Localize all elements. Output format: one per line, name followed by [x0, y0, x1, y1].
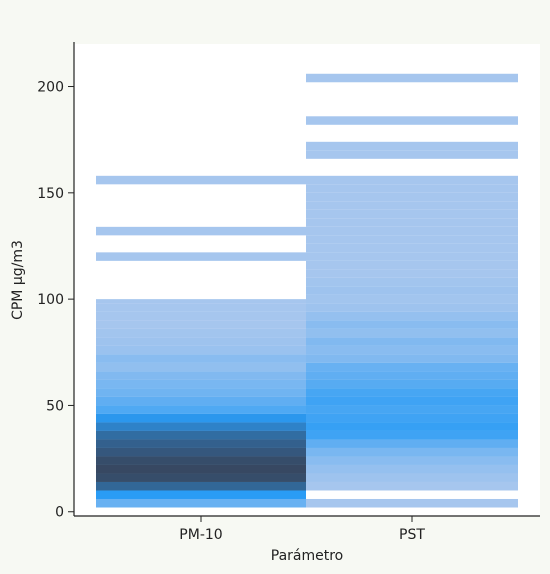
heatmap-bin-pst-31 [306, 226, 518, 236]
heatmap-bin-pst-12 [306, 388, 518, 397]
heatmap-bin-pst-10 [306, 405, 518, 414]
heatmap-bin-pm-10-16 [96, 362, 306, 372]
heatmap-bin-pm-10-21 [96, 320, 306, 329]
heatmap-bin-pm-10-18 [96, 345, 306, 355]
heatmap-bin-pm-10-3 [96, 473, 306, 482]
heatmap-bin-pst-5 [306, 447, 518, 457]
heatmap-bin-pst-9 [306, 413, 518, 423]
heatmap-bin-pst-17 [306, 345, 518, 355]
heatmap-bin-pst-30 [306, 235, 518, 244]
heatmap-bin-pst-38 [306, 150, 518, 159]
ticks-layer: 0 50 100 150 200 PM-10 PST [37, 80, 425, 543]
heatmap-bin-pst-7 [306, 430, 518, 440]
heatmap-bin-pst-39 [306, 141, 518, 151]
heatmap-bin-pm-10-23 [96, 303, 306, 312]
x-tick-label: PM-10 [179, 527, 222, 543]
heatmap-bin-pst-18 [306, 337, 518, 346]
heatmap-bin-pst-20 [306, 320, 518, 329]
x-axis-label: Parámetro [271, 548, 343, 564]
axes-layer [73, 42, 540, 517]
heatmap-bin-pst-19 [306, 328, 518, 338]
heatmap-bin-pst-4 [306, 456, 518, 465]
heatmap-bin-pm-10-13 [96, 388, 306, 397]
heatmap-bin-pst-11 [306, 396, 518, 406]
heatmap-bin-pm-10-8 [96, 430, 306, 440]
heatmap-bin-pst-37 [306, 175, 518, 185]
heatmap-bin-pst-27 [306, 260, 518, 270]
heatmap-bin-pst-33 [306, 209, 518, 219]
heatmap-bin-pst-28 [306, 252, 518, 261]
heatmap-bin-pm-10-4 [96, 464, 306, 474]
x-tick-label: PST [399, 527, 425, 543]
y-tick-label: 100 [37, 292, 64, 308]
heatmap-bin-pm-10-1 [96, 490, 306, 499]
heatmap-bin-pm-10-7 [96, 439, 306, 448]
heatmap-bin-pst-14 [306, 371, 518, 380]
heatmap-bin-pst-25 [306, 277, 518, 287]
heatmap-bin-pst-8 [306, 422, 518, 431]
heatmap-bin-pm-10-12 [96, 396, 306, 406]
y-tick-label: 200 [37, 80, 64, 96]
y-tick-label: 50 [46, 398, 64, 414]
heatmap-bin-pst-29 [306, 243, 518, 253]
heatmap-bin-pst-6 [306, 439, 518, 448]
heatmap-bin-pm-10-10 [96, 413, 306, 423]
heatmap-bin-pst-26 [306, 269, 518, 278]
heatmap-bin-pst-3 [306, 464, 518, 474]
heatmap-bin-pm-10-5 [96, 456, 306, 465]
heatmap-bin-pm-10-15 [96, 371, 306, 380]
heatmap-bin-pst-32 [306, 218, 518, 227]
heatmap-bin-pm-10-0 [96, 498, 306, 508]
heatmap-bin-pm-10-20 [96, 328, 306, 338]
heatmap-bin-pst-41 [306, 73, 518, 83]
y-tick-label: 150 [37, 186, 64, 202]
heatmap-bin-pst-23 [306, 294, 518, 304]
heatmap-bin-pm-10-6 [96, 447, 306, 457]
heatmap-bin-pm-10-26 [96, 226, 306, 236]
heatmap-bin-pst-1 [306, 481, 518, 491]
heatmap-bin-pm-10-2 [96, 481, 306, 491]
heatmap-bin-pm-10-19 [96, 337, 306, 346]
y-tick-label: 0 [55, 505, 64, 521]
heatmap-bin-pst-2 [306, 473, 518, 482]
heatmap-bin-pst-34 [306, 201, 518, 210]
y-axis-label: CPM µg/m3 [10, 240, 26, 320]
heatmap-bin-pm-10-9 [96, 422, 306, 431]
heatmap-bin-pm-10-27 [96, 175, 306, 185]
heatmap-bin-pm-10-17 [96, 354, 306, 363]
heatmap-bin-pm-10-22 [96, 311, 306, 321]
heatmap-bin-pst-36 [306, 184, 518, 193]
heatmap-bin-pst-21 [306, 311, 518, 321]
heatmap-bin-pst-35 [306, 192, 518, 202]
heatmap-bin-pm-10-25 [96, 252, 306, 261]
heatmap-bin-pst-0 [306, 498, 518, 508]
heatmap-bin-pst-16 [306, 354, 518, 363]
heatmap-bin-pst-22 [306, 303, 518, 312]
heatmap-bin-pst-13 [306, 379, 518, 389]
heatmap-bin-pst-24 [306, 286, 518, 295]
heatmap-bin-pst-40 [306, 116, 518, 125]
heatmap-bin-pm-10-11 [96, 405, 306, 414]
heatmap-bin-pst-15 [306, 362, 518, 372]
bins-layer [96, 73, 518, 508]
heatmap-bin-pm-10-24 [96, 299, 306, 304]
heatmap-bin-pm-10-14 [96, 379, 306, 389]
